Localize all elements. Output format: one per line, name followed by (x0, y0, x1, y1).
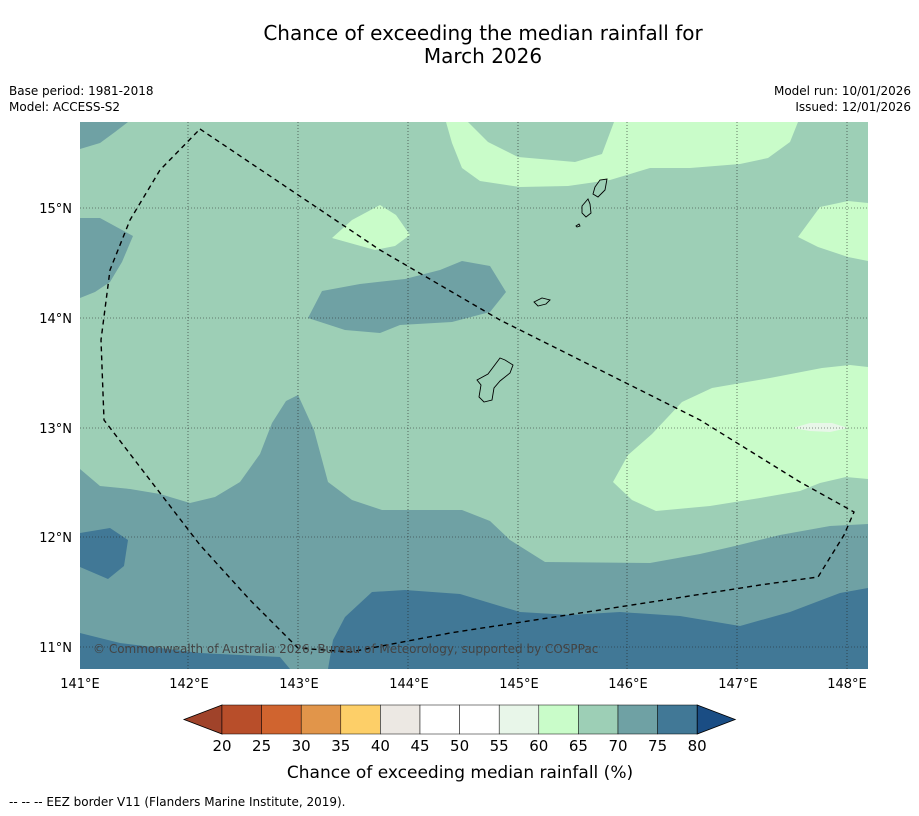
colorbar-swatch (221, 704, 262, 735)
colorbar-swatch (657, 704, 698, 735)
lat-label: 14°N (39, 312, 72, 327)
base-period: Base period: 1981-2018 (9, 84, 154, 98)
colorbar-swatch (498, 704, 540, 735)
lon-label: 148°E (827, 677, 867, 692)
lon-label: 141°E (60, 677, 100, 692)
aguijan-island (575, 223, 581, 228)
colorbar-over-arrow (696, 704, 737, 735)
rota-island (533, 297, 551, 307)
meta-right: Model run: 10/01/2026 Issued: 12/01/2026 (774, 83, 911, 115)
lon-label: 145°E (499, 677, 539, 692)
colorbar-tick-label: 55 (490, 737, 509, 755)
colorbar-swatch (419, 704, 460, 735)
lat-label: 12°N (39, 531, 72, 546)
contour-fill (80, 122, 868, 669)
eez-border (100, 128, 855, 653)
patch-60-central (332, 205, 410, 250)
patch-70-w (80, 218, 133, 298)
guam-island (476, 357, 514, 403)
colorbar-swatch (300, 704, 342, 735)
colorbar-tick-label: 50 (450, 737, 469, 755)
region-70-south (80, 395, 868, 669)
copyright-text: © Commonwealth of Australia 2026, Bureau… (93, 642, 598, 656)
colorbar: 20 25 30 35 40 45 50 55 60 65 70 75 80 (182, 704, 737, 755)
lon-label: 146°E (608, 677, 648, 692)
colorbar-tick-label: 60 (529, 737, 548, 755)
lat-label: 11°N (39, 641, 72, 656)
colorbar-tick-label: 35 (331, 737, 350, 755)
tinian-island (581, 198, 592, 218)
patch-55-se (793, 423, 848, 432)
patch-60-ne (798, 201, 868, 261)
colorbar-tick-label: 30 (292, 737, 311, 755)
colorbar-tick-label: 40 (371, 737, 390, 755)
colorbar-label: Chance of exceeding median rainfall (%) (287, 763, 633, 783)
colorbar-under-arrow (182, 704, 223, 735)
gridlines (80, 122, 868, 669)
map-title: Chance of exceeding the median rainfall … (0, 22, 919, 68)
lon-label: 147°E (718, 677, 758, 692)
lat-labels: 15°N 14°N 13°N 12°N 11°N (39, 202, 72, 656)
model-run: Model run: 10/01/2026 (773, 84, 911, 98)
colorbar-swatch (459, 704, 500, 735)
lon-label: 144°E (389, 677, 429, 692)
colorbar-swatch (617, 704, 658, 735)
colorbar-tick-label: 45 (410, 737, 429, 755)
patch-70-central (308, 261, 506, 333)
region-60-se (613, 365, 868, 511)
saipan-island (592, 178, 608, 198)
colorbar-swatch (340, 704, 381, 735)
lat-label: 13°N (39, 422, 72, 437)
lon-labels: 141°E 142°E 143°E 144°E 145°E 146°E 147°… (60, 677, 867, 692)
title-line-2: March 2026 (423, 44, 543, 68)
colorbar-swatch (538, 704, 579, 735)
issued-date: Issued: 12/01/2026 (795, 100, 911, 114)
footnote: -- -- -- EEZ border V11 (Flanders Marine… (9, 795, 346, 809)
lat-label: 15°N (39, 202, 72, 217)
model-name: Model: ACCESS-S2 (9, 100, 121, 114)
meta-left: Base period: 1981-2018 Model: ACCESS-S2 (9, 83, 154, 115)
colorbar-tick-label: 65 (569, 737, 588, 755)
colorbar-swatch (380, 704, 421, 735)
colorbar-tick-label: 75 (648, 737, 667, 755)
lon-label: 142°E (169, 677, 209, 692)
colorbar-tick-label: 80 (688, 737, 707, 755)
islands (476, 178, 608, 403)
colorbar-tick-label: 20 (212, 737, 231, 755)
lon-label: 143°E (279, 677, 319, 692)
patch-75-sw (80, 633, 290, 669)
region-60-north (446, 122, 798, 187)
colorbar-tick-label: 70 (608, 737, 627, 755)
colorbar-swatch (261, 704, 302, 735)
colorbar-tick-label: 25 (252, 737, 271, 755)
title-line-1: Chance of exceeding the median rainfall … (263, 21, 703, 45)
patch-70-nw (80, 122, 128, 149)
region-75-south (328, 588, 868, 669)
patch-75-w (80, 528, 128, 579)
colorbar-swatch (578, 704, 619, 735)
